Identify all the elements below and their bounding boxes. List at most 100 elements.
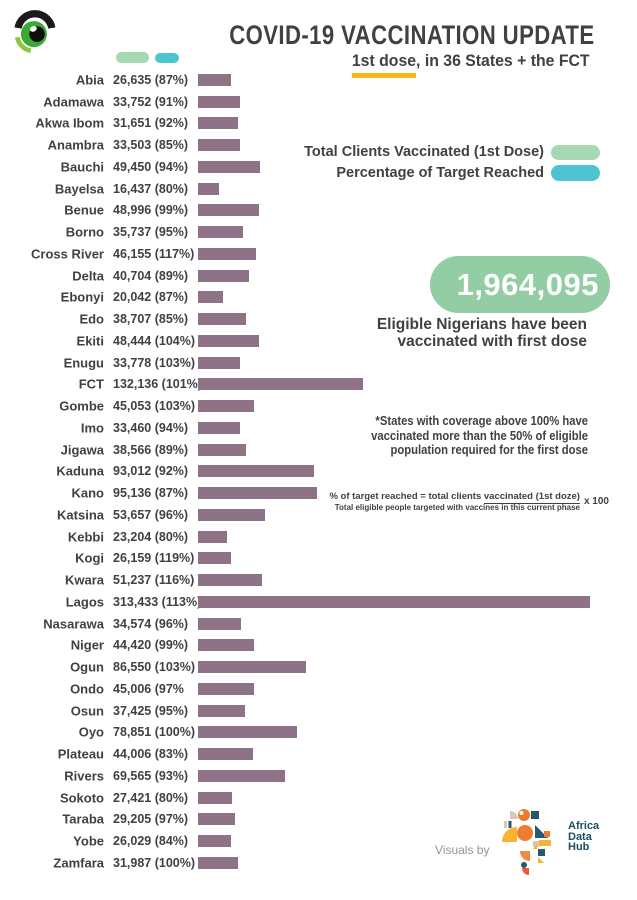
chart-row: Anambra 33,503 (85%) (0, 134, 637, 156)
value-label: 313,433 (113%) (113, 594, 202, 609)
state-label: Borno (65, 224, 104, 240)
chart-row: Zamfara 31,987 (100%) (0, 852, 637, 874)
clients-bar (198, 269, 249, 282)
clients-bar (198, 400, 254, 413)
page-title: COVID-19 VACCINATION UPDATE (229, 20, 595, 50)
state-label: Ondo (70, 681, 104, 697)
clients-bar (198, 139, 240, 152)
chart-row: Lagos 313,433 (113%) (0, 591, 637, 613)
badge-caption-line1: Eligible Nigerians have been (376, 316, 587, 333)
legend-item-target: Percentage of Target Reached (336, 165, 600, 181)
value-label: 31,987 (100%) (113, 855, 196, 870)
state-label: Cross River (31, 246, 104, 262)
clients-bar (198, 769, 285, 782)
value-label: 53,657 (96%) (113, 507, 189, 522)
chart-row: Jigawa 38,566 (89%) (0, 439, 637, 461)
legend-target-label: Percentage of Target Reached (336, 165, 544, 181)
clients-bar (198, 356, 240, 369)
legend-target-swatch (551, 165, 600, 181)
chart-row: Sokoto 27,421 (80%) (0, 787, 637, 809)
chart-row: Plateau 44,006 (83%) (0, 743, 637, 765)
page-subtitle: 1st dose, in 36 States + the FCT (352, 51, 590, 78)
clients-bar (198, 856, 238, 869)
chart-row: Osun 37,425 (95%) (0, 700, 637, 722)
state-label: Kaduna (56, 463, 104, 479)
clients-bar (198, 226, 243, 239)
state-label: Imo (80, 420, 104, 436)
clients-bar (198, 748, 253, 761)
clients-bar (198, 552, 231, 565)
value-label: 33,752 (91%) (113, 94, 189, 109)
clients-bar (198, 95, 240, 108)
subtitle-accent: 1st dose (352, 51, 417, 78)
state-label: Zamfara (53, 855, 104, 871)
footnote-line3: population required for the first dose (390, 443, 588, 457)
clients-bar (198, 530, 227, 543)
coverage-footnote: *States with coverage above 100% have va… (371, 414, 588, 458)
clients-bar (198, 421, 240, 434)
footnote-line1: *States with coverage above 100% have (375, 414, 588, 428)
chart-rows: Abia 26,635 (87%) Adamawa 33,752 (91%) Akwa … (0, 69, 637, 874)
chart-row: Katsina 53,657 (96%) (0, 504, 637, 526)
legend: Total Clients Vaccinated (1st Dose) Perc… (304, 144, 600, 181)
value-label: 35,737 (95%) (113, 225, 189, 240)
chart-row: Nasarawa 34,574 (96%) (0, 613, 637, 635)
target-swatch (155, 53, 179, 63)
chart-row: Ebonyi 20,042 (87%) (0, 287, 637, 309)
chart-row: Gombe 45,053 (103%) (0, 395, 637, 417)
chart-row: Imo 33,460 (94%) (0, 417, 637, 439)
chart-row: Edo 38,707 (85%) (0, 308, 637, 330)
africa-data-hub-logo (502, 809, 551, 875)
chart-row: FCT 132,136 (101%) (0, 374, 637, 396)
chart-row: Benue 48,996 (99%) (0, 200, 637, 222)
clients-bar (198, 639, 254, 652)
chart-row: Kebbi 23,204 (80%) (0, 526, 637, 548)
value-label: 26,635 (87%) (113, 72, 189, 87)
formula-fraction: % of target reached = total clients vacc… (329, 491, 580, 512)
state-label: Kwara (64, 572, 104, 588)
value-label: 33,778 (103%) (113, 355, 196, 370)
chart-row: Rivers 69,565 (93%) (0, 765, 637, 787)
chart-row: Bauchi 49,450 (94%) (0, 156, 637, 178)
brand-line3: Hub (568, 841, 590, 853)
state-label: Bauchi (60, 159, 104, 175)
state-label: Kebbi (67, 529, 104, 545)
chart-row: Borno 35,737 (95%) (0, 221, 637, 243)
state-label: Katsina (57, 507, 104, 523)
state-label: Ekiti (76, 333, 104, 349)
chart-row: Ogun 86,550 (103%) (0, 656, 637, 678)
chart-row: Niger 44,420 (99%) (0, 635, 637, 657)
value-label: 29,205 (97%) (113, 812, 189, 827)
state-label: Ogun (70, 659, 104, 675)
state-label: Sokoto (59, 790, 104, 806)
clients-bar (198, 160, 260, 173)
clients-bar (198, 574, 262, 587)
state-label: Lagos (65, 594, 104, 610)
value-label: 34,574 (96%) (113, 616, 189, 631)
state-label: Kogi (75, 550, 104, 566)
clients-bar (198, 465, 314, 478)
value-label: 27,421 (80%) (113, 790, 189, 805)
clients-bar (198, 247, 256, 260)
total-vaccinated-badge: 1,964,095 (430, 256, 610, 313)
clients-bar (198, 487, 317, 500)
value-label: 31,651 (92%) (113, 116, 189, 131)
value-label: 93,012 (92%) (113, 464, 189, 479)
clients-bar (198, 595, 590, 608)
chart-row: Bayelsa 16,437 (80%) (0, 178, 637, 200)
clients-bar (198, 443, 246, 456)
value-label: 86,550 (103%) (113, 660, 196, 675)
value-label: 26,159 (119%) (113, 551, 195, 566)
value-label: 48,444 (104%) (113, 333, 196, 348)
value-label: 45,053 (103%) (113, 399, 196, 414)
clients-bar (198, 313, 246, 326)
chart-row: Ondo 45,006 (97% (0, 678, 637, 700)
state-label: Oyo (78, 724, 104, 740)
value-label: 40,704 (89%) (113, 268, 189, 283)
state-label: Akwa Ibom (35, 115, 104, 131)
state-label: Anambra (47, 137, 104, 153)
eye-logo-icon (14, 10, 56, 54)
value-label: 51,237 (116%) (113, 573, 195, 588)
state-label: Rivers (64, 768, 104, 784)
